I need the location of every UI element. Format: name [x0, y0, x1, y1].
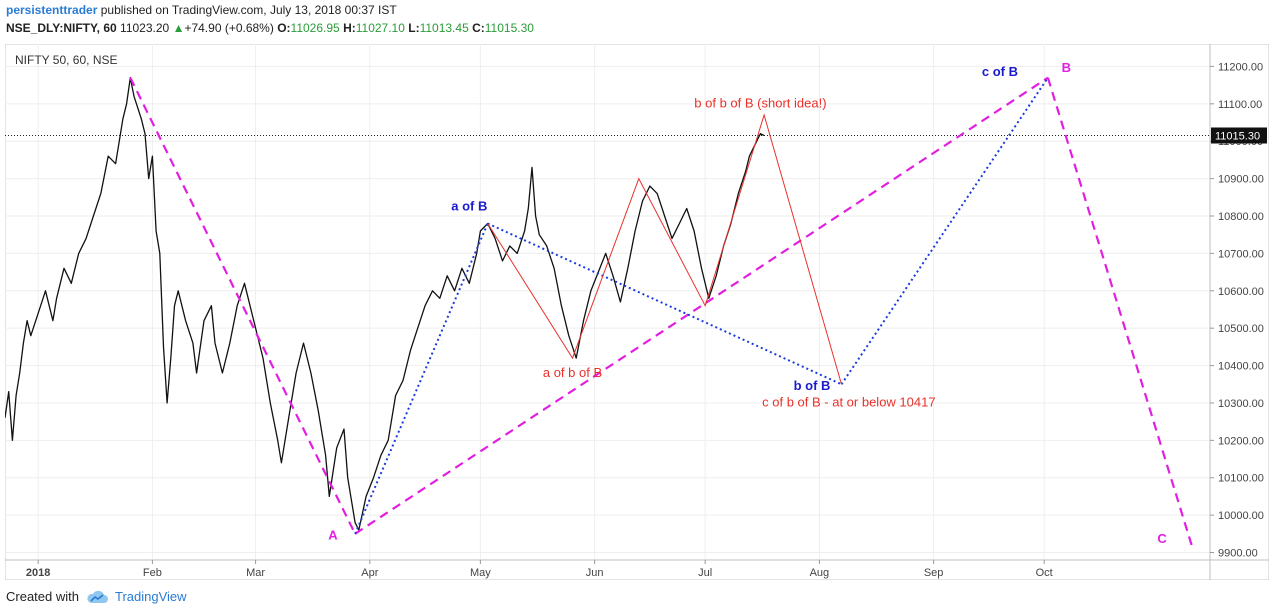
y-tick-label: 10100.00 [1218, 473, 1264, 485]
y-tick-label: 9900.00 [1218, 548, 1258, 560]
wave-label: b of B [794, 378, 831, 393]
y-tick-label: 10400.00 [1218, 361, 1264, 373]
footer: Created with TradingView [6, 589, 187, 604]
x-tick-label: Jul [698, 567, 712, 579]
wave-label: B [1062, 60, 1071, 75]
wave-label: A [328, 527, 338, 542]
author-link[interactable]: persistenttrader [6, 3, 98, 17]
x-tick-label: Oct [1036, 567, 1053, 579]
cloud-icon [87, 590, 108, 603]
wave-line-a-to-b [354, 76, 1049, 535]
x-tick-label: May [470, 567, 491, 579]
x-tick-label: Apr [361, 567, 378, 579]
chart-border [4, 43, 1270, 581]
price-change: +74.90 (+0.68%) [184, 21, 274, 35]
up-arrow-icon: ▲ [172, 21, 185, 35]
y-tick-label: 10700.00 [1218, 248, 1264, 260]
close-value: 11015.30 [484, 21, 534, 35]
wave-line-bb-to-cb [840, 77, 1049, 385]
y-tick-label: 10300.00 [1218, 398, 1264, 410]
y-tick-label: 10800.00 [1218, 211, 1264, 223]
created-with-label: Created with [6, 589, 79, 604]
wave-line-b-of-b-zigzag [487, 113, 842, 385]
low-value: 11013.45 [419, 21, 469, 35]
last-price-box [1211, 127, 1267, 144]
chart-title: NIFTY 50, 60, NSE [15, 53, 118, 67]
wave-label: b of b of B (short idea!) [694, 96, 826, 111]
x-axis[interactable]: 2018 Feb Mar Apr May Jun Jul Aug Sep Oct [5, 559, 1269, 579]
y-tick-label: 10600.00 [1218, 286, 1264, 298]
y-tick-label: 10500.00 [1218, 323, 1264, 335]
high-label: H: [343, 21, 356, 35]
wave-label: a of B [451, 198, 487, 213]
y-axis[interactable]: 9900.00 10000.00 10100.00 10200.00 10300.00 1… [1209, 44, 1267, 580]
tradingview-brand: TradingView [114, 589, 187, 604]
wave-line-a-leg [129, 77, 357, 535]
y-tick-label: 10900.00 [1218, 174, 1264, 186]
x-tick-label: Jun [586, 567, 604, 579]
wave-label: C [1157, 531, 1167, 546]
publish-info: published on TradingView.com, July 13, 2… [100, 3, 397, 17]
open-value: 11026.95 [290, 21, 340, 35]
wave-line-b-to-c [1046, 77, 1193, 546]
close-label: C: [472, 21, 485, 35]
x-tick-label: Sep [924, 567, 944, 579]
wave-label: a of b of B [543, 365, 602, 380]
wave-label: c of b of B - at or below 10417 [762, 395, 935, 410]
x-tick-label: Mar [246, 567, 265, 579]
y-tick-label: 10000.00 [1218, 510, 1264, 522]
symbol-line: NSE_DLY:NIFTY, 60 11023.20 ▲+74.90 (+0.6… [6, 21, 534, 35]
y-tick-label: 11200.00 [1218, 61, 1263, 73]
wave-lines [129, 76, 1193, 546]
y-tick-label: 10200.00 [1218, 435, 1264, 447]
x-tick-label: Aug [810, 567, 830, 579]
x-tick-label: 2018 [26, 567, 50, 579]
x-tick-label: Feb [143, 567, 162, 579]
last-price-label: 11015.30 [1215, 130, 1260, 142]
last-price: 11023.20 [120, 21, 170, 35]
price-chart[interactable]: A B Ca of B b of B c of B a of b of B b of b o… [4, 43, 1270, 581]
open-label: O: [277, 21, 291, 35]
tradingview-link[interactable]: TradingView [85, 589, 187, 604]
wave-line-a-to-ab [354, 223, 489, 535]
symbol-label: NSE_DLY:NIFTY, 60 [6, 21, 117, 35]
y-tick-label: 11100.00 [1218, 99, 1262, 111]
low-label: L: [408, 21, 420, 35]
wave-labels: A B Ca of B b of B c of B a of b of B b of b o… [328, 60, 1167, 546]
high-value: 11027.10 [355, 21, 405, 35]
wave-label: c of B [982, 64, 1018, 79]
price-line [4, 77, 765, 531]
publish-line: persistenttrader published on TradingVie… [6, 3, 397, 17]
price-series [4, 77, 1210, 531]
